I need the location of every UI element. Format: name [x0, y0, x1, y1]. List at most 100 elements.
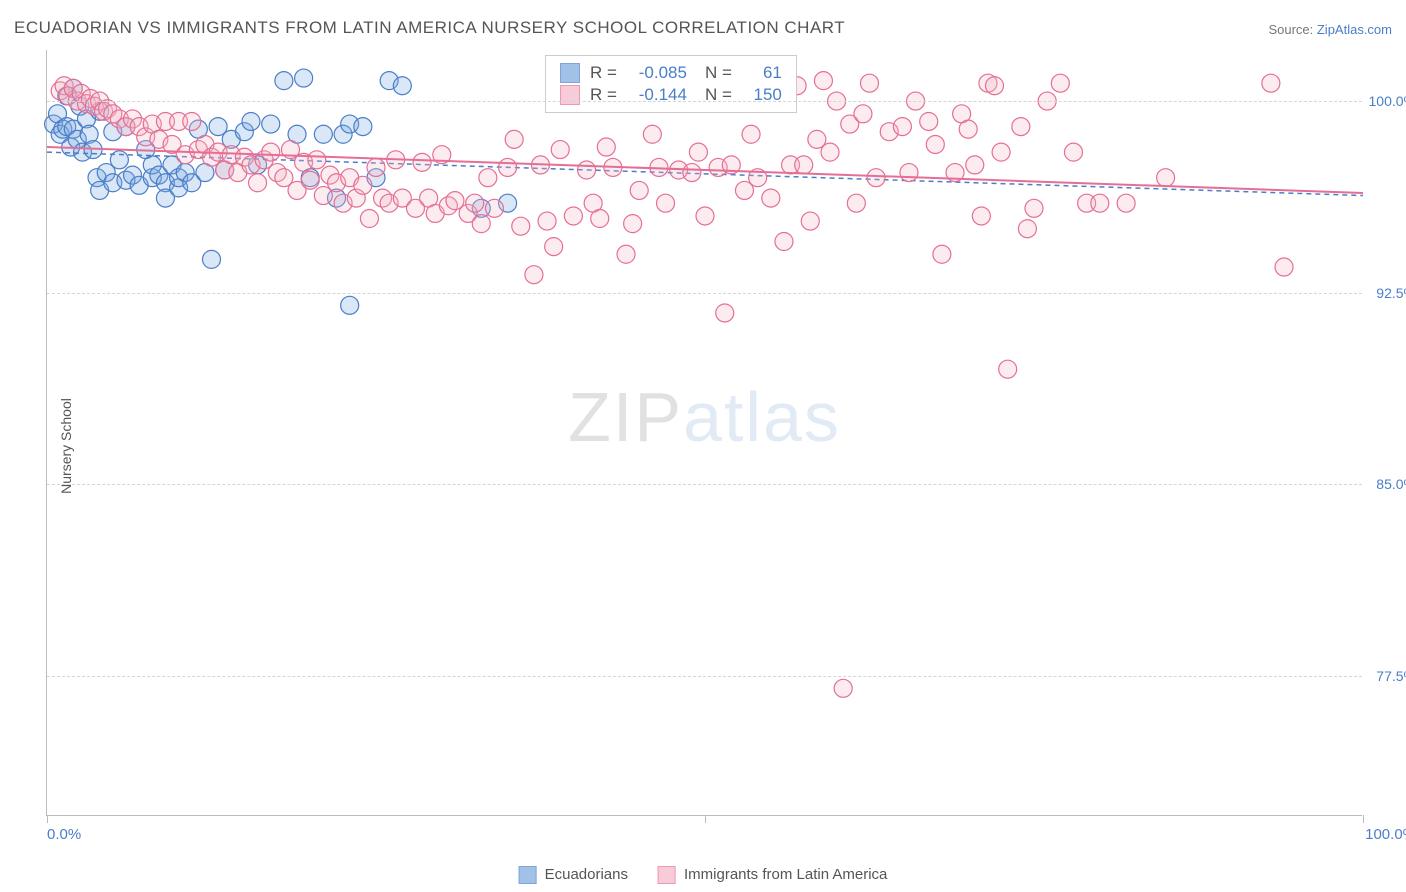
scatter-point-immigrants [249, 174, 267, 192]
scatter-point-immigrants [834, 679, 852, 697]
chart-title: ECUADORIAN VS IMMIGRANTS FROM LATIN AMER… [14, 18, 845, 38]
scatter-point-immigrants [1262, 74, 1280, 92]
legend-label: Ecuadorians [545, 866, 628, 883]
source-link[interactable]: ZipAtlas.com [1317, 22, 1392, 37]
scatter-point-immigrants [814, 72, 832, 90]
legend-item-immigrants: Immigrants from Latin America [658, 866, 887, 884]
y-tick-label: 85.0% [1376, 476, 1406, 492]
stat-n-value: 61 [742, 63, 782, 83]
legend-swatch [658, 866, 676, 884]
scatter-point-immigrants [821, 143, 839, 161]
chart-svg [47, 50, 1362, 815]
scatter-point-immigrants [696, 207, 714, 225]
scatter-point-immigrants [630, 181, 648, 199]
source-attribution: Source: ZipAtlas.com [1268, 22, 1392, 37]
scatter-point-immigrants [867, 169, 885, 187]
scatter-point-immigrants [301, 171, 319, 189]
scatter-point-immigrants [1157, 169, 1175, 187]
scatter-point-immigrants [505, 130, 523, 148]
scatter-point-immigrants [578, 161, 596, 179]
scatter-point-immigrants [183, 112, 201, 130]
legend-swatch [519, 866, 537, 884]
stats-row-immigrants: R =-0.144N =150 [560, 84, 782, 106]
scatter-point-immigrants [742, 125, 760, 143]
scatter-point-immigrants [360, 210, 378, 228]
x-axis-min-label: 0.0% [47, 826, 81, 843]
x-axis-max-label: 100.0% [1365, 826, 1406, 843]
scatter-point-immigrants [999, 360, 1017, 378]
scatter-point-immigrants [564, 207, 582, 225]
scatter-point-immigrants [1275, 258, 1293, 276]
scatter-point-immigrants [1117, 194, 1135, 212]
scatter-point-ecuadorians [110, 151, 128, 169]
stats-row-ecuadorians: R = -0.085 N = 61 [560, 62, 782, 84]
scatter-point-immigrants [538, 212, 556, 230]
scatter-point-immigrants [959, 120, 977, 138]
scatter-point-immigrants [801, 212, 819, 230]
scatter-point-immigrants [597, 138, 615, 156]
source-label: Source: [1268, 22, 1316, 37]
scatter-point-immigrants [972, 207, 990, 225]
scatter-point-immigrants [893, 118, 911, 136]
scatter-point-immigrants [367, 158, 385, 176]
scatter-point-immigrants [762, 189, 780, 207]
scatter-point-ecuadorians [341, 296, 359, 314]
scatter-point-immigrants [624, 215, 642, 233]
gridline [47, 676, 1362, 677]
scatter-point-immigrants [847, 194, 865, 212]
scatter-point-ecuadorians [275, 72, 293, 90]
scatter-point-immigrants [354, 176, 372, 194]
scatter-point-immigrants [1091, 194, 1109, 212]
stats-legend-box: R = -0.085 N = 61R =-0.144N =150 [545, 55, 797, 113]
scatter-point-immigrants [657, 194, 675, 212]
x-tick [47, 815, 48, 823]
stats-swatch [560, 63, 580, 83]
scatter-point-immigrants [1025, 199, 1043, 217]
scatter-point-ecuadorians [295, 69, 313, 87]
y-tick-label: 92.5% [1376, 285, 1406, 301]
scatter-point-ecuadorians [203, 250, 221, 268]
scatter-point-immigrants [1018, 220, 1036, 238]
scatter-point-immigrants [1064, 143, 1082, 161]
scatter-point-ecuadorians [262, 115, 280, 133]
scatter-point-immigrants [1051, 74, 1069, 92]
scatter-point-immigrants [643, 125, 661, 143]
scatter-point-immigrants [545, 238, 563, 256]
scatter-point-immigrants [854, 105, 872, 123]
stat-r-value: -0.085 [627, 63, 687, 83]
x-tick [1363, 815, 1364, 823]
scatter-point-immigrants [775, 233, 793, 251]
scatter-point-immigrants [499, 158, 517, 176]
scatter-point-ecuadorians [242, 112, 260, 130]
y-tick-label: 100.0% [1369, 93, 1406, 109]
scatter-point-immigrants [551, 141, 569, 159]
scatter-point-ecuadorians [314, 125, 332, 143]
scatter-point-immigrants [966, 156, 984, 174]
scatter-point-immigrants [472, 215, 490, 233]
plot-area: ZIPatlas R =-0.085N =61R =-0.144N =150 0… [46, 50, 1362, 816]
gridline [47, 293, 1362, 294]
stat-n-label: N = [705, 63, 732, 83]
scatter-point-immigrants [716, 304, 734, 322]
scatter-point-immigrants [992, 143, 1010, 161]
x-tick [705, 815, 706, 823]
gridline [47, 101, 1362, 102]
scatter-point-immigrants [1012, 118, 1030, 136]
legend-label: Immigrants from Latin America [684, 866, 887, 883]
scatter-point-immigrants [479, 169, 497, 187]
scatter-point-immigrants [920, 112, 938, 130]
scatter-point-immigrants [413, 153, 431, 171]
scatter-point-immigrants [485, 199, 503, 217]
scatter-point-ecuadorians [393, 77, 411, 95]
stat-r-label: R = [590, 63, 617, 83]
scatter-point-immigrants [900, 164, 918, 182]
legend-item-ecuadorians: Ecuadorians [519, 866, 628, 884]
scatter-point-immigrants [466, 194, 484, 212]
gridline [47, 484, 1362, 485]
scatter-point-immigrants [986, 77, 1004, 95]
scatter-point-immigrants [591, 210, 609, 228]
scatter-point-immigrants [795, 156, 813, 174]
scatter-point-immigrants [525, 266, 543, 284]
scatter-point-immigrants [933, 245, 951, 263]
scatter-point-immigrants [512, 217, 530, 235]
